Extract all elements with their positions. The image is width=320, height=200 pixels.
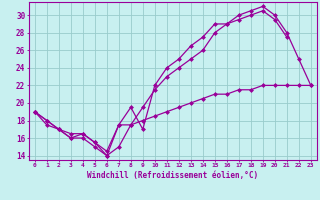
X-axis label: Windchill (Refroidissement éolien,°C): Windchill (Refroidissement éolien,°C) <box>87 171 258 180</box>
